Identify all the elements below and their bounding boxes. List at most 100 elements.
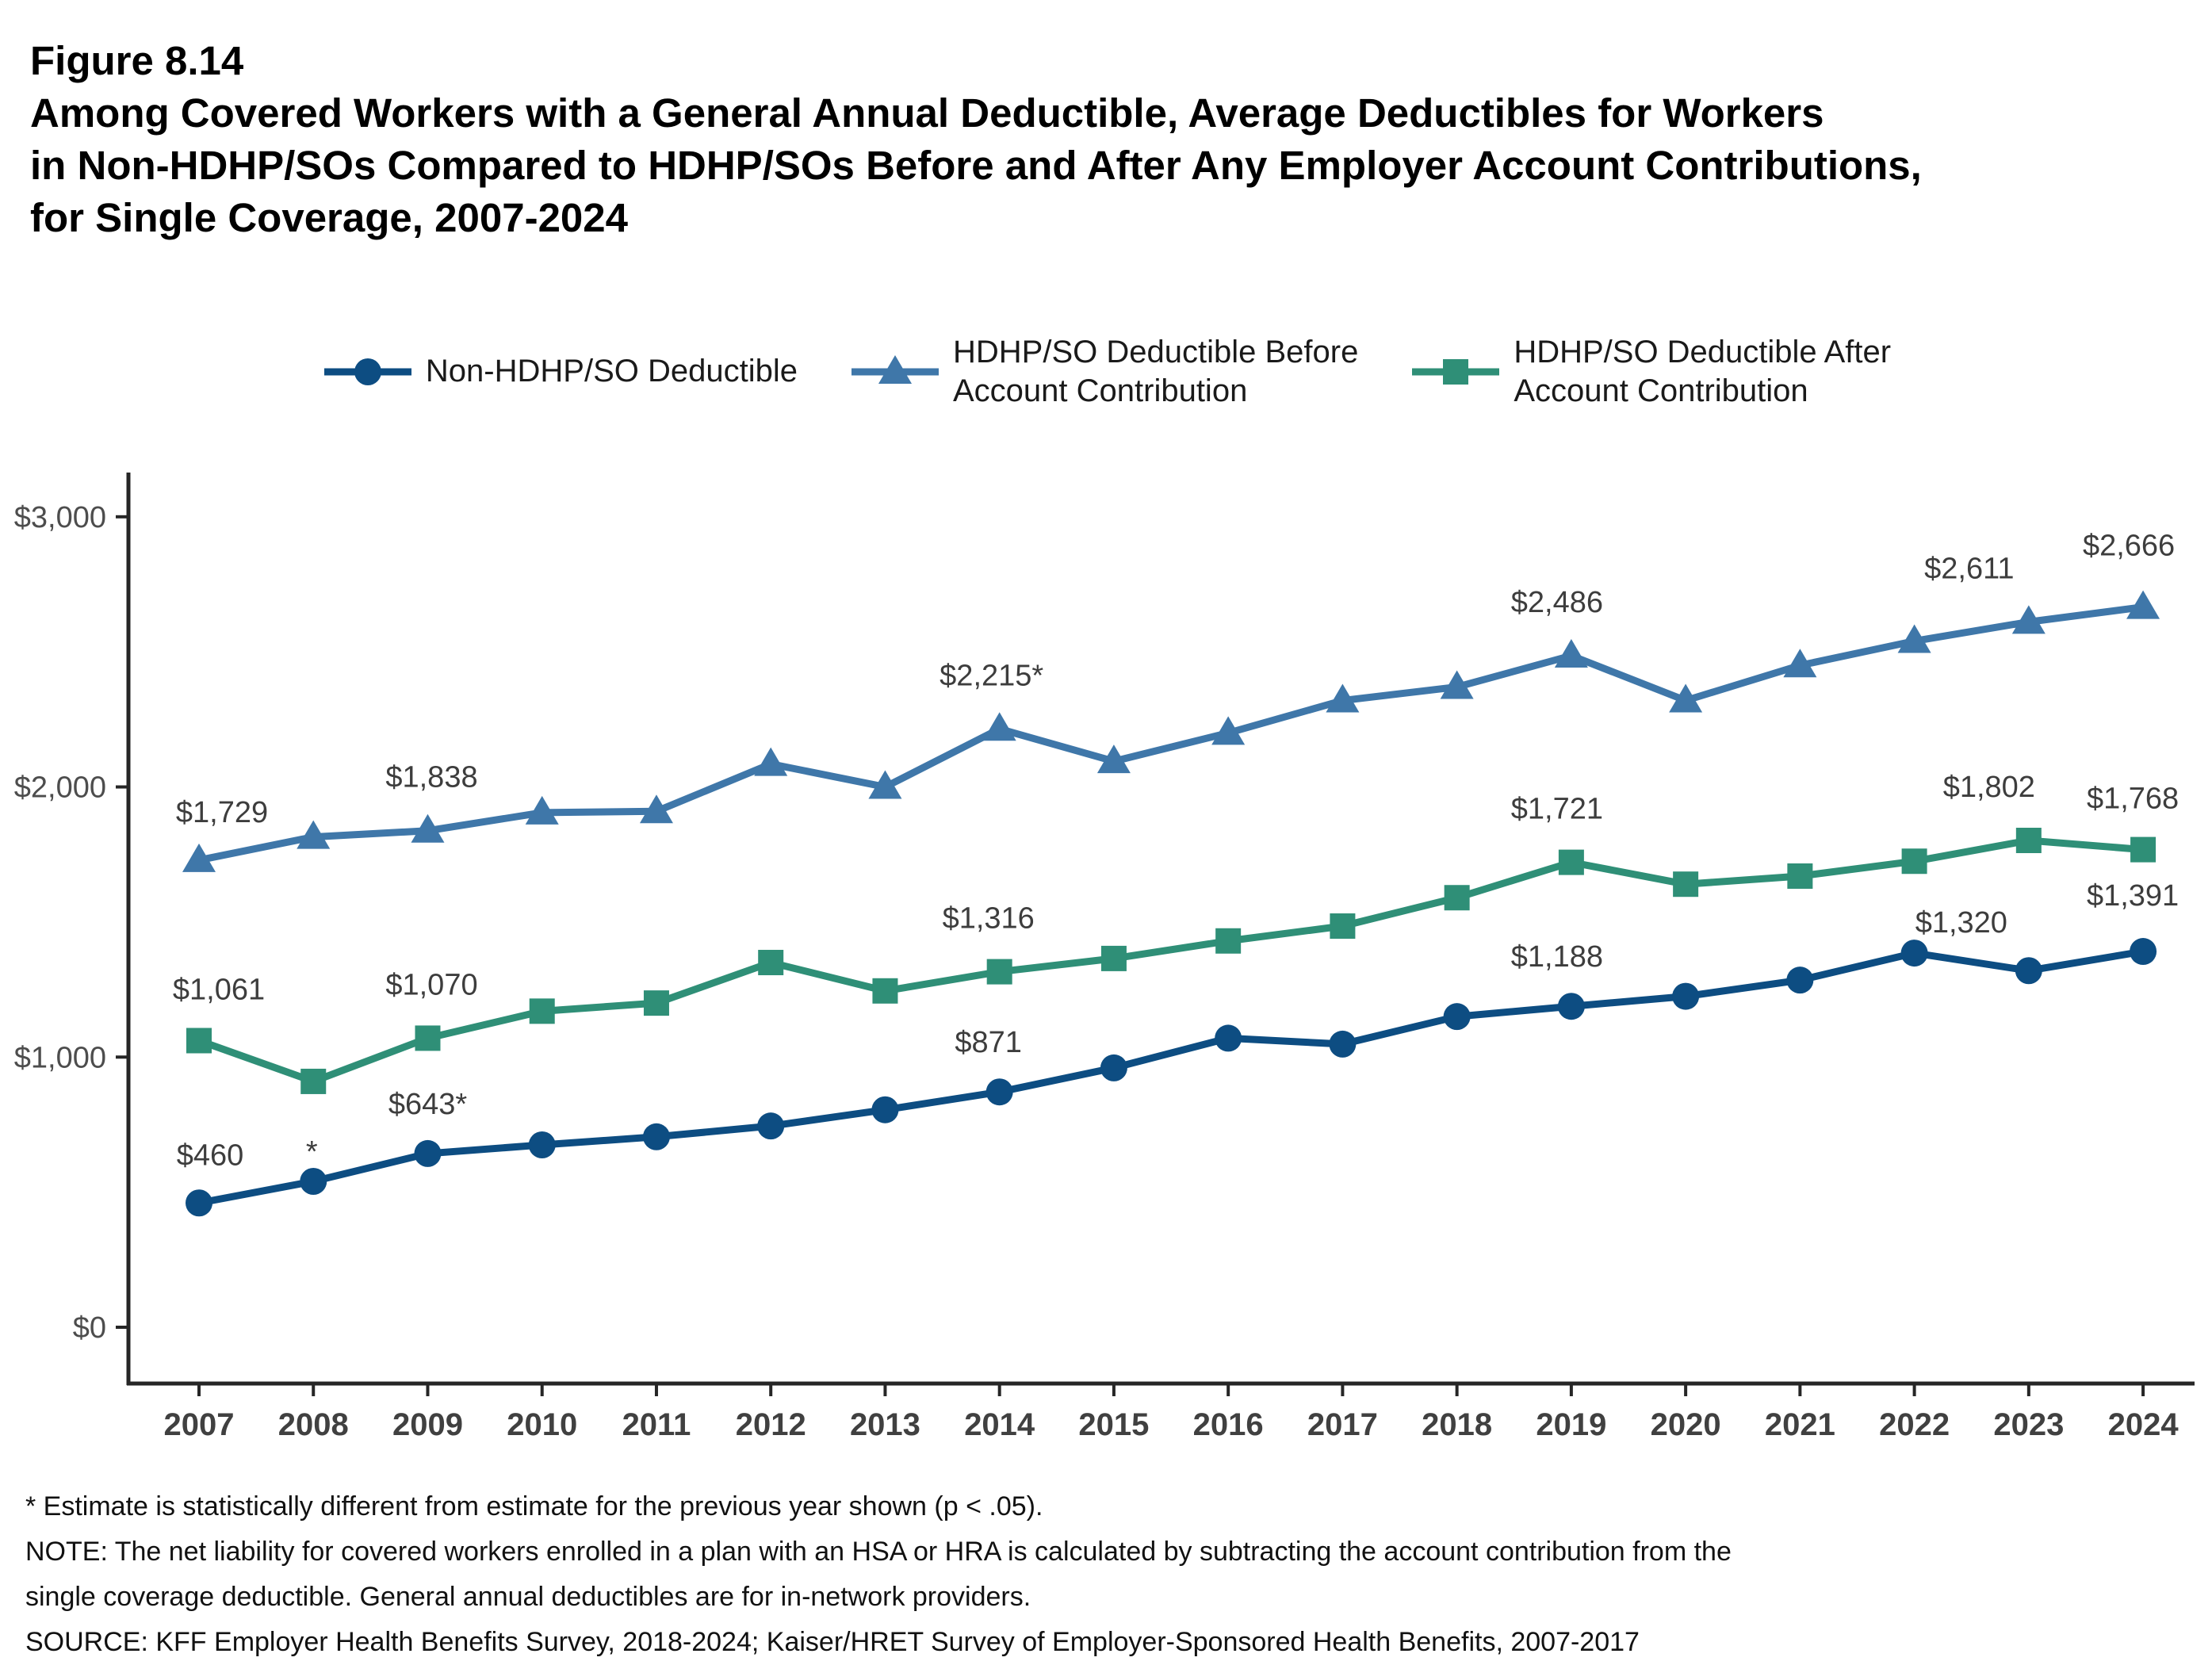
data-point <box>2015 957 2042 985</box>
data-point <box>1444 885 1470 911</box>
x-tick-label: 2020 <box>1651 1407 1721 1442</box>
data-point <box>2015 828 2042 854</box>
data-point <box>1554 638 1588 668</box>
circle-marker-icon <box>323 358 411 385</box>
data-point <box>639 794 673 824</box>
figure-header: Figure 8.14 Among Covered Workers with a… <box>30 35 1922 244</box>
data-point <box>297 820 331 849</box>
data-point <box>1557 993 1585 1020</box>
y-tick-label: $1,000 <box>14 1041 106 1074</box>
data-label: $643* <box>388 1088 468 1121</box>
data-point <box>757 1112 785 1140</box>
data-label: $1,320 <box>1915 906 2007 940</box>
legend-item-hdhp-after: HDHP/SO Deductible After Account Contrib… <box>1409 333 1891 411</box>
data-point <box>415 1025 441 1051</box>
x-tick-label: 2009 <box>392 1407 463 1442</box>
x-tick-label: 2010 <box>507 1407 577 1442</box>
data-point <box>1783 649 1817 678</box>
x-tick-label: 2016 <box>1193 1407 1264 1442</box>
legend-item-hdhp-before: HDHP/SO Deductible Before Account Contri… <box>848 333 1358 411</box>
data-point <box>1787 863 1813 889</box>
data-point <box>2011 605 2046 634</box>
data-label: $1,188 <box>1511 940 1603 974</box>
y-tick-label: $3,000 <box>14 501 106 534</box>
data-point <box>1673 871 1699 898</box>
legend-label: HDHP/SO Deductible Before Account Contri… <box>952 335 1359 408</box>
legend-item-non-hdhp: Non-HDHP/SO Deductible <box>321 351 798 392</box>
data-point <box>186 1028 212 1054</box>
data-label: $1,070 <box>385 968 477 1001</box>
data-point <box>1901 848 1927 875</box>
x-tick-label: 2019 <box>1536 1407 1606 1442</box>
legend-label: HDHP/SO Deductible After Account Contrib… <box>1514 335 1892 408</box>
footnotes: * Estimate is statistically different fr… <box>25 1484 1732 1665</box>
data-point <box>642 1123 670 1150</box>
series-line <box>198 947 2144 1207</box>
data-label: $1,802 <box>1943 771 2035 804</box>
x-tick-label: 2011 <box>622 1407 691 1442</box>
x-tick-label: 2008 <box>278 1407 349 1442</box>
y-tick-label: $0 <box>73 1311 106 1345</box>
data-label: $2,486 <box>1511 586 1603 619</box>
data-label: $2,611 <box>1924 552 2014 585</box>
data-point <box>1215 928 1242 954</box>
data-label: * <box>306 1135 318 1169</box>
chart-legend: Non-HDHP/SO Deductible HDHP/SO Deductibl… <box>0 333 2212 411</box>
data-point <box>872 978 898 1004</box>
x-tick-label: 2017 <box>1307 1407 1378 1442</box>
data-label: $871 <box>955 1026 1022 1059</box>
series-line <box>198 603 2144 864</box>
data-point <box>1558 849 1584 875</box>
x-tick-label: 2014 <box>964 1407 1035 1442</box>
legend-label: Non-HDHP/SO Deductible <box>425 354 798 389</box>
data-label: $1,721 <box>1511 793 1603 826</box>
data-point <box>1669 683 1703 713</box>
data-point <box>1329 1030 1357 1058</box>
data-label: $1,768 <box>2087 783 2179 816</box>
data-point <box>2130 938 2157 966</box>
data-label: $2,215* <box>940 659 1043 692</box>
x-tick-label: 2022 <box>1879 1407 1950 1442</box>
x-tick-label: 2015 <box>1078 1407 1149 1442</box>
data-point <box>1096 744 1131 774</box>
series-square: $1,061 $1,070 $1,316 $1,721 $1,802 $1,768 <box>173 771 2179 1094</box>
x-tick-label: 2023 <box>1993 1407 2064 1442</box>
data-point <box>1440 670 1474 699</box>
data-label: $1,391 <box>2087 879 2179 913</box>
data-point <box>754 747 788 776</box>
x-tick-label: 2021 <box>1765 1407 1835 1442</box>
data-point <box>2130 836 2157 863</box>
x-tick-label: 2012 <box>736 1407 806 1442</box>
square-marker-icon <box>1412 358 1500 385</box>
data-point <box>982 712 1016 741</box>
series-triangle: $1,729 $1,838 $2,215* $2,486 $2,611 $2,666 <box>176 530 2175 872</box>
data-point <box>411 813 445 843</box>
triangle-marker-icon <box>851 354 939 384</box>
data-point <box>528 1131 556 1159</box>
series-line <box>197 836 2144 1085</box>
footnote-note-line1: NOTE: The net liability for covered work… <box>25 1537 1732 1567</box>
data-point <box>1672 982 1700 1010</box>
data-point <box>1443 1003 1471 1031</box>
data-label: $1,838 <box>385 761 477 794</box>
footnote-significance: * Estimate is statistically different fr… <box>25 1491 1043 1521</box>
data-point <box>182 843 216 872</box>
figure-title: Among Covered Workers with a General Ann… <box>30 90 1922 240</box>
data-point <box>1900 940 1928 967</box>
footnote-source: SOURCE: KFF Employer Health Benefits Sur… <box>25 1627 1640 1657</box>
data-point <box>300 1168 327 1196</box>
data-point <box>414 1139 442 1167</box>
data-point <box>2126 590 2160 619</box>
data-label: $460 <box>177 1139 244 1172</box>
data-label: $1,316 <box>943 902 1035 936</box>
x-tick-label: 2024 <box>2108 1407 2179 1442</box>
x-tick-label: 2018 <box>1422 1407 1492 1442</box>
data-label: $2,666 <box>2083 530 2175 563</box>
data-point <box>986 959 1012 985</box>
y-tick-label: $2,000 <box>14 771 106 805</box>
data-point <box>1786 966 1814 994</box>
figure-number: Figure 8.14 <box>30 38 244 83</box>
footnote-note-line2: single coverage deductible. General annu… <box>25 1582 1031 1612</box>
data-point <box>525 795 559 825</box>
